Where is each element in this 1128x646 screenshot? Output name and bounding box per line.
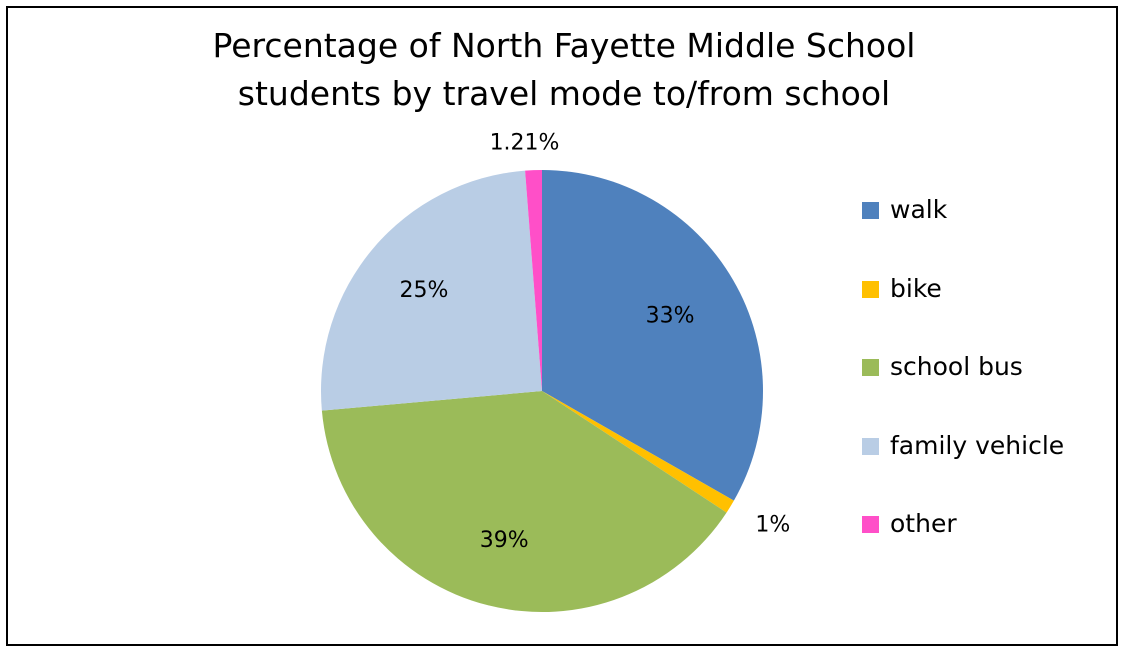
legend-label-family-vehicle: family vehicle xyxy=(890,430,1065,460)
chart-title: Percentage of North Fayette Middle Schoo… xyxy=(0,22,1128,118)
data-label-other: 1.21% xyxy=(490,131,560,156)
legend-label-school-bus: school bus xyxy=(890,352,1023,381)
chart-title-line-1: Percentage of North Fayette Middle Schoo… xyxy=(212,26,916,65)
legend-label-bike: bike xyxy=(890,273,942,303)
legend-swatch-other xyxy=(862,516,879,533)
chart-title-line-2: students by travel mode to/from school xyxy=(237,74,891,113)
pie-slice-walk xyxy=(542,170,763,501)
legend-swatch-walk xyxy=(862,202,879,219)
legend-label-walk: walk xyxy=(890,195,948,224)
legend-swatch-bike xyxy=(862,280,879,298)
legend-swatch-family-vehicle xyxy=(862,437,879,455)
legend-swatch-school-bus xyxy=(862,359,879,376)
pie-slice-bike xyxy=(542,391,734,513)
pie-slice-other xyxy=(525,170,542,391)
pie-slice-family-vehicle xyxy=(321,170,542,411)
pie-slice-school-bus xyxy=(321,391,727,613)
data-label-family-vehicle: 25% xyxy=(399,278,448,303)
data-label-school-bus: 39% xyxy=(480,528,529,553)
data-label-walk: 33% xyxy=(646,304,695,329)
legend-label-other: other xyxy=(890,509,957,538)
data-label-bike: 1% xyxy=(755,513,790,538)
